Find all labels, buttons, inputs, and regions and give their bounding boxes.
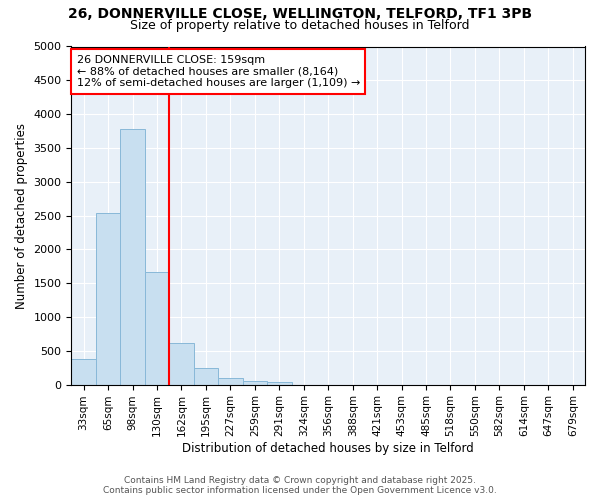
Bar [218, 378, 242, 384]
Bar [194, 368, 218, 384]
Text: 26, DONNERVILLE CLOSE, WELLINGTON, TELFORD, TF1 3PB: 26, DONNERVILLE CLOSE, WELLINGTON, TELFO… [68, 8, 532, 22]
Bar [121, 129, 145, 384]
Bar [96, 213, 121, 384]
Text: 26 DONNERVILLE CLOSE: 159sqm
← 88% of detached houses are smaller (8,164)
12% of: 26 DONNERVILLE CLOSE: 159sqm ← 88% of de… [77, 55, 360, 88]
Bar [242, 381, 267, 384]
Bar [169, 342, 194, 384]
X-axis label: Distribution of detached houses by size in Telford: Distribution of detached houses by size … [182, 442, 474, 455]
Bar [267, 382, 292, 384]
Text: Size of property relative to detached houses in Telford: Size of property relative to detached ho… [130, 19, 470, 32]
Text: Contains HM Land Registry data © Crown copyright and database right 2025.
Contai: Contains HM Land Registry data © Crown c… [103, 476, 497, 495]
Y-axis label: Number of detached properties: Number of detached properties [15, 122, 28, 308]
Bar [145, 272, 169, 384]
Bar [71, 359, 96, 384]
